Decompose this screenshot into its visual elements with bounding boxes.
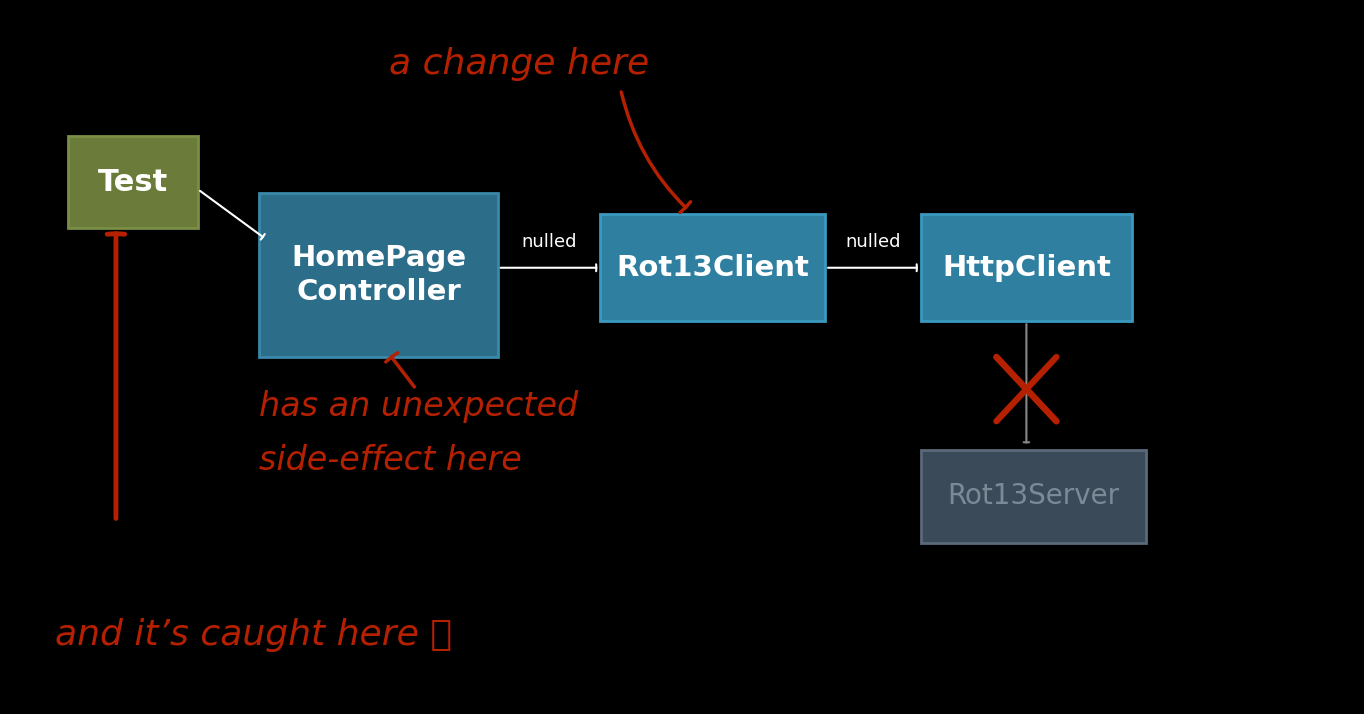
Text: HttpClient: HttpClient <box>943 253 1110 282</box>
FancyBboxPatch shape <box>600 214 825 321</box>
Text: side-effect here: side-effect here <box>259 444 522 477</box>
Text: Rot13Client: Rot13Client <box>617 253 809 282</box>
FancyBboxPatch shape <box>259 193 498 357</box>
Text: Test: Test <box>98 168 168 196</box>
FancyBboxPatch shape <box>921 450 1146 543</box>
Text: nulled: nulled <box>846 233 900 251</box>
Text: Rot13Server: Rot13Server <box>947 482 1120 511</box>
FancyBboxPatch shape <box>68 136 198 228</box>
Text: nulled: nulled <box>521 233 577 251</box>
Text: and it’s caught here 🎉: and it’s caught here 🎉 <box>55 618 451 653</box>
Text: has an unexpected: has an unexpected <box>259 391 578 423</box>
Text: HomePage
Controller: HomePage Controller <box>291 243 466 306</box>
FancyBboxPatch shape <box>921 214 1132 321</box>
Text: a change here: a change here <box>389 47 649 81</box>
